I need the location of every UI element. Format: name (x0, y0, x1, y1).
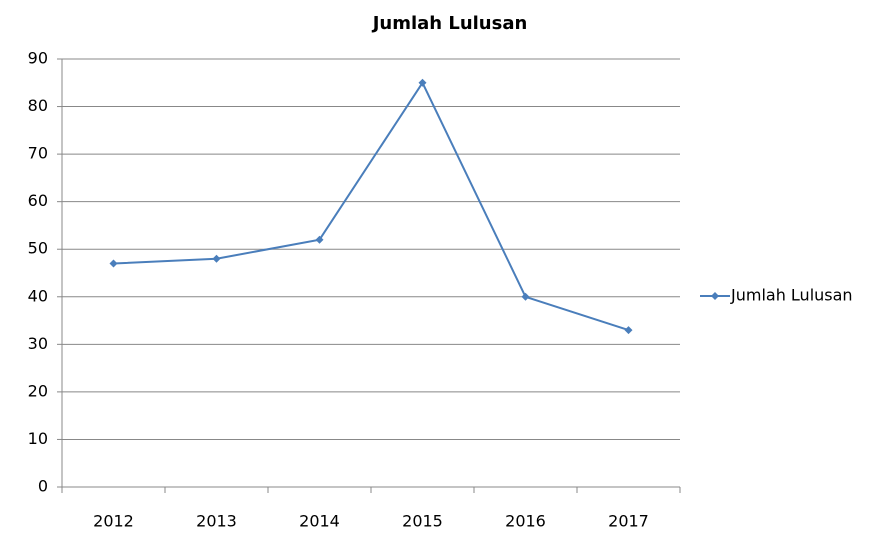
point-marker (624, 326, 633, 335)
x-tick-label: 2013 (196, 512, 237, 531)
legend-label: Jumlah Lulusan (730, 286, 853, 305)
series-line (113, 80, 629, 332)
y-tick-label: 90 (28, 49, 48, 68)
y-tick-label: 40 (28, 286, 48, 305)
point-marker (109, 259, 118, 268)
y-tick-label: 70 (28, 144, 48, 163)
point-marker (521, 292, 530, 301)
y-tick-label: 50 (28, 239, 48, 258)
legend-marker (711, 292, 719, 300)
x-tick-label: 2016 (505, 512, 546, 531)
point-marker (418, 78, 427, 87)
y-tick-label: 20 (28, 381, 48, 400)
y-tick-label: 30 (28, 334, 48, 353)
x-tick-label: 2017 (608, 512, 649, 531)
x-tick-label: 2014 (299, 512, 340, 531)
y-tick-label: 10 (28, 429, 48, 448)
y-tick-label: 60 (28, 191, 48, 210)
x-tick-label: 2012 (93, 512, 134, 531)
x-tick-label: 2015 (402, 512, 443, 531)
chart-title: Jumlah Lulusan (371, 13, 528, 34)
y-tick-label: 80 (28, 96, 48, 115)
y-tick-label: 0 (38, 477, 48, 496)
point-marker (212, 254, 221, 263)
point-marker (315, 235, 324, 244)
